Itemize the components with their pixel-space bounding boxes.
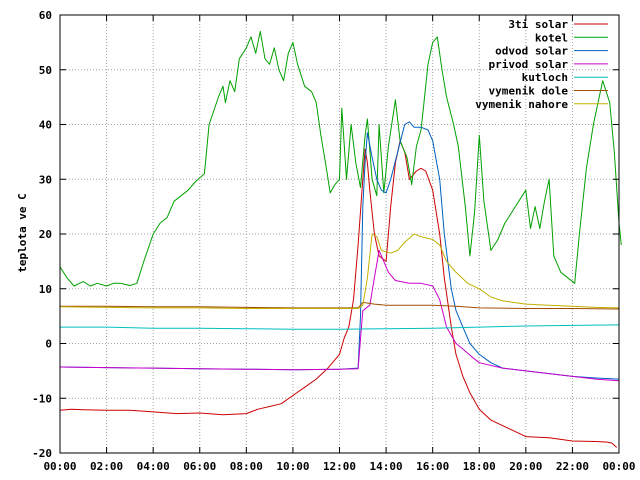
series-line-kutloch <box>60 324 620 330</box>
x-tick-label: 04:00 <box>137 460 170 473</box>
y-tick-label: 30 <box>39 173 52 186</box>
x-tick-label: 08:00 <box>230 460 263 473</box>
x-tick-label: 20:00 <box>509 460 542 473</box>
y-tick-label: 20 <box>39 228 52 241</box>
series-line-vymenik-dole <box>60 301 620 310</box>
series-line-odvod-solar <box>59 121 620 380</box>
y-tick-label: 60 <box>39 9 52 22</box>
x-tick-label: 14:00 <box>370 460 403 473</box>
x-tick-label: 02:00 <box>90 460 123 473</box>
series-line-3ti-solar <box>59 140 618 448</box>
x-tick-label: 18:00 <box>463 460 496 473</box>
legend-label: 3ti solar <box>508 18 568 31</box>
x-tick-label: 16:00 <box>416 460 449 473</box>
y-tick-label: -10 <box>32 392 52 405</box>
series-lines <box>59 30 622 448</box>
y-tick-label: 50 <box>39 64 52 77</box>
x-tick-label: 06:00 <box>183 460 216 473</box>
legend-label: privod solar <box>489 58 569 71</box>
y-tick-label: 0 <box>45 338 52 351</box>
series-line-privod-solar <box>59 249 620 382</box>
legend-label: vymenik dole <box>489 85 569 98</box>
legend-label: odvod solar <box>495 45 568 58</box>
x-tick-label: 12:00 <box>323 460 356 473</box>
axis-ticks: 00:00 02:00 04:00 06:00 08:00 10:00 12:00 14:00… <box>32 9 635 473</box>
x-tick-label: 00:00 <box>43 460 76 473</box>
legend-label: vymenik nahore <box>475 98 568 111</box>
series-line-kotel <box>59 30 622 287</box>
y-axis-label: teplota ve C <box>16 193 29 272</box>
x-tick-label: 22:00 <box>556 460 589 473</box>
y-tick-label: -20 <box>32 447 52 460</box>
legend-label: kotel <box>535 31 568 44</box>
y-tick-label: 10 <box>39 283 52 296</box>
y-tick-label: 40 <box>39 119 52 132</box>
x-tick-label: 00:00 <box>602 460 635 473</box>
legend-label: kutloch <box>522 71 568 84</box>
series-line-vymenik-nahore <box>59 233 620 309</box>
x-tick-label: 10:00 <box>276 460 309 473</box>
